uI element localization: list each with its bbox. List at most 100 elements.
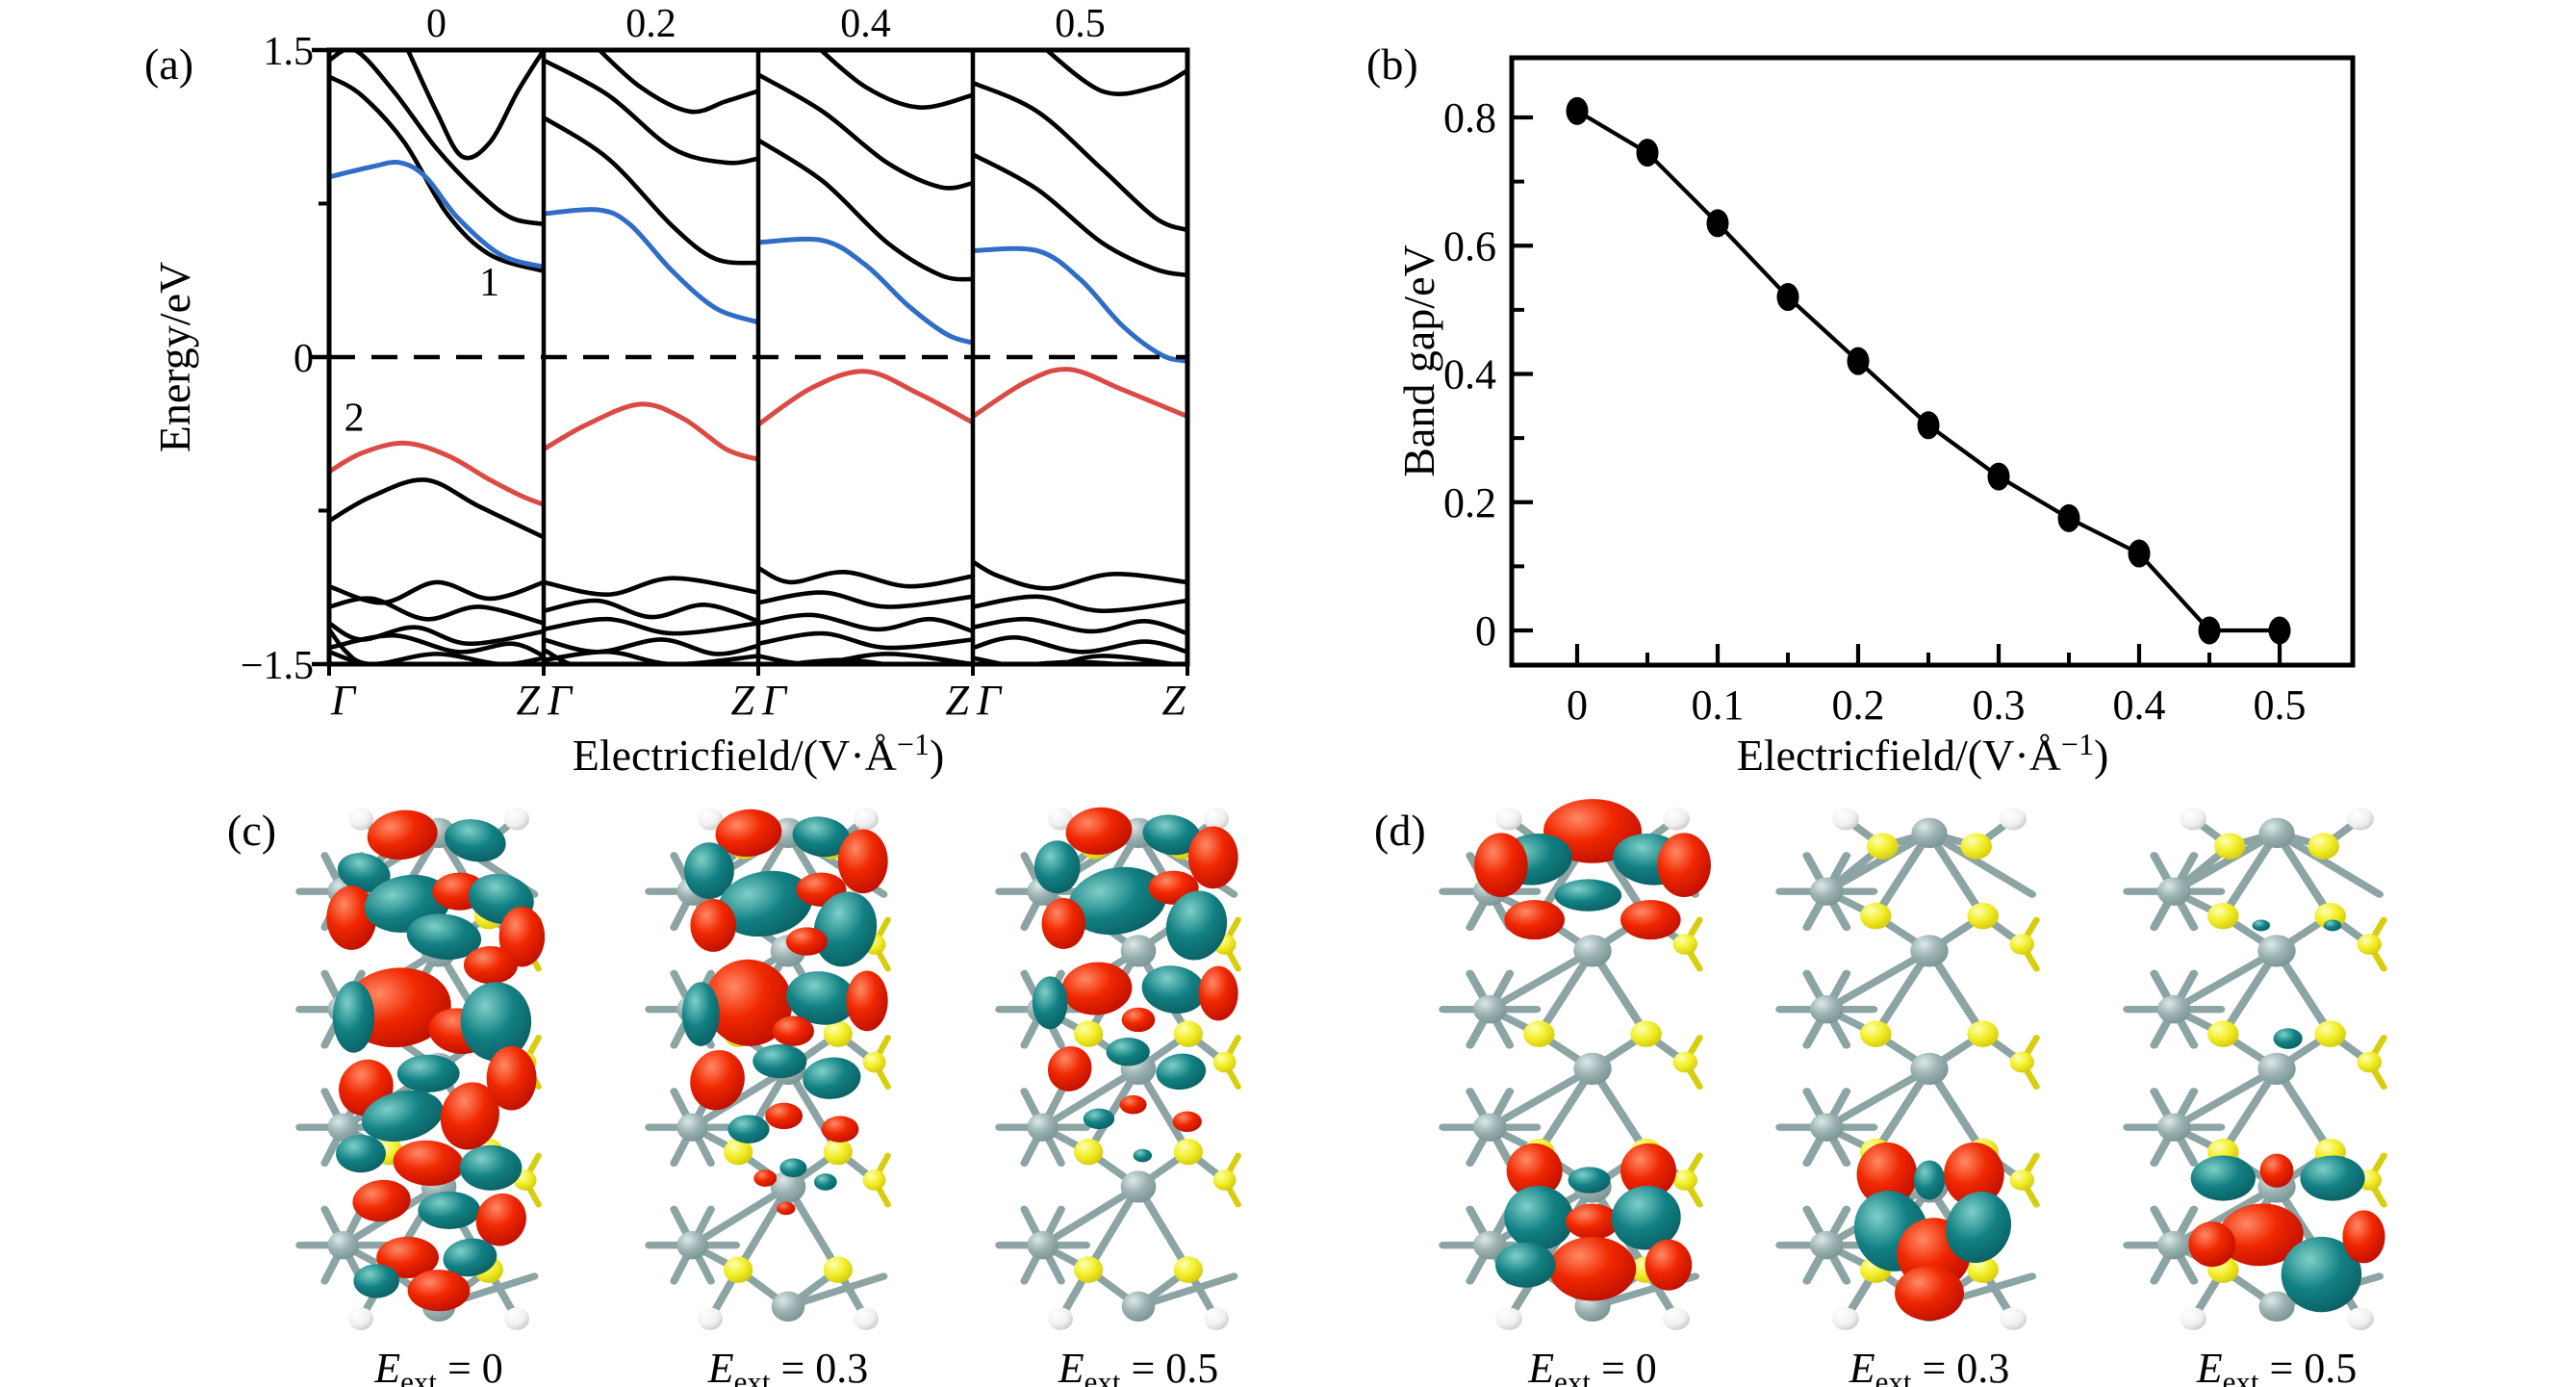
isosurface-blob-teal bbox=[418, 1191, 481, 1229]
s-atom bbox=[1523, 1020, 1555, 1047]
bond bbox=[1485, 1065, 1597, 1131]
band-gap-axis-label: Band gap/eV bbox=[1394, 244, 1443, 476]
eext-label: Eext = 0.3 bbox=[1849, 1345, 2010, 1387]
isosurface-blob-red bbox=[326, 886, 377, 950]
bond bbox=[1871, 829, 1934, 920]
s-atom bbox=[2009, 1051, 2035, 1073]
panel-c-structure bbox=[295, 807, 546, 1330]
isosurface-blob-teal bbox=[1946, 1192, 2012, 1264]
zr-atom bbox=[1573, 935, 1612, 967]
s-atom bbox=[2357, 934, 2383, 955]
isosurface-blob-red bbox=[1119, 1094, 1147, 1115]
isosurface-blob-red bbox=[704, 959, 793, 1046]
zr-atom bbox=[327, 1113, 359, 1142]
isosurface-blob-teal bbox=[361, 1090, 444, 1143]
h-atom bbox=[1663, 1307, 1690, 1330]
s-atom bbox=[1967, 1256, 1999, 1283]
band-gap-frame bbox=[1509, 55, 2356, 668]
data-point bbox=[1706, 209, 1729, 238]
isosurface-blob-teal bbox=[718, 870, 813, 938]
zr-atom bbox=[1027, 1230, 1058, 1260]
s-atom bbox=[1074, 1138, 1104, 1166]
isosurface-blob-red bbox=[1548, 1236, 1637, 1301]
zr-atom bbox=[1120, 935, 1157, 967]
zr-atom bbox=[1472, 1113, 1507, 1142]
field-title: 0.2 bbox=[625, 2, 676, 46]
y-tick-label: 0.2 bbox=[1443, 479, 1496, 527]
data-point bbox=[2268, 616, 2291, 645]
isosurface-blob-teal bbox=[337, 853, 391, 892]
band-curve-black bbox=[542, 648, 714, 664]
conduction-band-curve bbox=[972, 245, 1187, 364]
y-tick-label: 1.5 bbox=[264, 30, 315, 74]
isosurface-blob-teal bbox=[1032, 976, 1068, 1030]
zr-atom bbox=[2156, 877, 2191, 906]
bond bbox=[1822, 1065, 1934, 1131]
isosurface-blob-teal bbox=[460, 982, 532, 1062]
band-curve-black bbox=[329, 596, 545, 626]
isosurface-blob-red bbox=[1198, 965, 1238, 1021]
zr-atom bbox=[1120, 1170, 1157, 1203]
eext-label: Eext = 0 bbox=[373, 1345, 503, 1387]
isosurface-blob-red bbox=[1172, 1111, 1202, 1133]
bond bbox=[2218, 829, 2282, 920]
h-atom bbox=[698, 807, 723, 831]
isosurface-blob-teal bbox=[332, 981, 375, 1053]
isosurface-blob-teal bbox=[2273, 1028, 2303, 1049]
band-curve-black bbox=[1043, 50, 1187, 96]
bond bbox=[1822, 947, 1934, 1014]
panel-d-structure bbox=[1775, 807, 2040, 1330]
isosurface-blob-teal bbox=[814, 1173, 837, 1191]
s-atom bbox=[2308, 833, 2339, 860]
zr-atom bbox=[1809, 994, 1844, 1024]
h-atom bbox=[2180, 807, 2206, 831]
isosurface-blob-red bbox=[463, 946, 519, 985]
bond bbox=[1485, 947, 1597, 1014]
isosurface-blob-teal bbox=[1495, 1242, 1556, 1288]
isosurface-blob-red bbox=[1944, 1142, 2004, 1207]
h-atom bbox=[1204, 807, 1229, 831]
s-atom bbox=[1672, 1051, 1698, 1073]
band-curve-black bbox=[543, 576, 759, 597]
zr-atom bbox=[1573, 1052, 1612, 1086]
isosurface-blob-teal bbox=[752, 1043, 807, 1079]
isosurface-blob-teal bbox=[813, 891, 878, 967]
band-curve-black bbox=[817, 50, 974, 110]
electric-field-axis-label-b: Electricfield/(V·Å−1) bbox=[1737, 727, 2109, 780]
band-curve-black bbox=[596, 50, 759, 115]
s-atom bbox=[1630, 1020, 1662, 1047]
kpoint-gamma: Γ bbox=[976, 677, 1003, 724]
zr-atom bbox=[2257, 935, 2296, 967]
y-tick-label: 0.4 bbox=[1443, 351, 1496, 398]
h-atom bbox=[1204, 1307, 1229, 1330]
isosurface-blob-red bbox=[821, 1116, 859, 1143]
band-curve-black bbox=[971, 559, 1187, 591]
x-tick-label: 0.1 bbox=[1692, 681, 1745, 729]
isosurface-blob-red bbox=[753, 1169, 778, 1187]
isosurface-blob-red bbox=[837, 829, 888, 894]
data-point bbox=[1566, 96, 1589, 125]
s-atom bbox=[862, 1169, 886, 1191]
h-atom bbox=[2000, 807, 2027, 831]
valence-band-curve bbox=[542, 401, 759, 462]
zr-atom bbox=[2257, 1052, 2296, 1086]
isosurface-blob-red bbox=[1856, 1142, 1918, 1207]
s-atom bbox=[1173, 1138, 1203, 1166]
isosurface-blob-red bbox=[1065, 807, 1133, 856]
isosurface-blob-red bbox=[393, 1140, 464, 1187]
h-atom bbox=[1832, 1307, 1859, 1330]
band-curve-black bbox=[757, 612, 974, 634]
isosurface-blob-red bbox=[367, 809, 438, 860]
isosurface-blob-red bbox=[1657, 833, 1711, 898]
isosurface-blob-red bbox=[1047, 1045, 1092, 1092]
isosurface-blob-teal bbox=[2323, 919, 2342, 932]
h-atom bbox=[1832, 807, 1859, 831]
conduction-band-curve bbox=[543, 207, 759, 325]
isosurface-blob-teal bbox=[1156, 1053, 1207, 1091]
s-atom bbox=[1967, 902, 1999, 930]
band-curve-black bbox=[543, 598, 759, 624]
panel-c-structure bbox=[645, 807, 891, 1330]
s-atom bbox=[1672, 934, 1698, 955]
zr-atom bbox=[676, 1113, 708, 1142]
